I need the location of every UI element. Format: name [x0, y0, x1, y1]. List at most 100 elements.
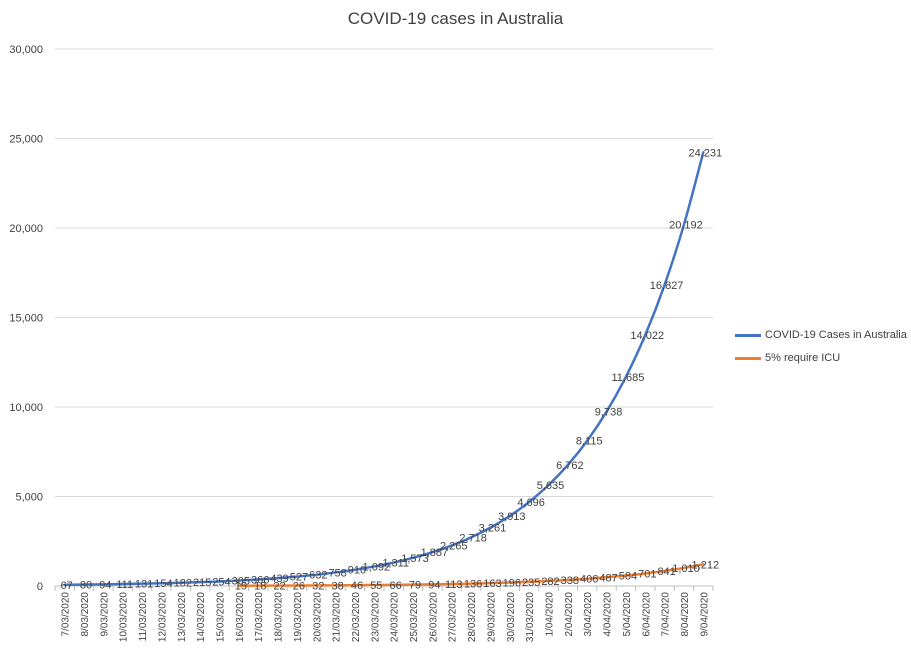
data-label-icu: 55	[370, 580, 382, 592]
data-label-icu: 66	[390, 580, 402, 592]
data-label-cases: 3,913	[498, 511, 526, 523]
data-label-icu: 196	[503, 577, 521, 589]
series-line-icu	[237, 563, 705, 587]
x-tick-label: 14/03/2020	[196, 592, 207, 642]
y-tick-label: 30,000	[9, 44, 43, 56]
data-label-icu: 136	[464, 579, 482, 591]
data-label-cases: 910	[348, 565, 366, 577]
data-label-icu: 584	[619, 571, 637, 583]
data-label-cases: 6,762	[556, 460, 584, 472]
x-tick-label: 6/04/2020	[641, 592, 652, 637]
data-label-icu: 487	[599, 572, 617, 584]
x-tick-label: 24/03/2020	[390, 592, 401, 642]
x-tick-label: 12/03/2020	[157, 592, 168, 642]
data-label-cases: 8,115	[576, 436, 603, 448]
data-label-icu: 1,212	[692, 559, 720, 571]
data-label-cases: 67	[61, 580, 73, 592]
data-label-icu: 338	[561, 575, 579, 587]
data-label-cases: 632	[309, 570, 327, 582]
data-label-icu: 113	[445, 579, 463, 591]
data-label-cases: 3,261	[479, 523, 507, 535]
data-label-icu: 282	[541, 576, 559, 588]
data-label-icu: 18	[254, 581, 266, 593]
x-tick-label: 7/03/2020	[61, 592, 72, 637]
data-label-icu: 22	[273, 581, 285, 593]
x-tick-label: 17/03/2020	[254, 592, 265, 642]
data-label-cases: 1,311	[382, 558, 409, 570]
legend-swatch-icu	[735, 356, 761, 360]
data-label-icu: 235	[522, 577, 540, 589]
x-tick-label: 22/03/2020	[351, 592, 362, 642]
chart-title: COVID-19 cases in Australia	[347, 9, 564, 28]
data-label-cases: 14,022	[630, 330, 664, 342]
legend-entry-cases: COVID-19 Cases in Australia	[735, 329, 907, 341]
x-tick-label: 7/04/2020	[661, 592, 672, 637]
x-tick-label: 21/03/2020	[332, 592, 343, 642]
x-tick-label: 23/03/2020	[370, 592, 381, 642]
x-tick-label: 16/03/2020	[235, 592, 246, 642]
legend-swatch-cases	[735, 333, 761, 337]
x-tick-label: 28/03/2020	[467, 592, 478, 642]
y-tick-label: 10,000	[9, 402, 43, 414]
data-label-icu: 1,010	[672, 563, 700, 575]
data-label-cases: 9,738	[595, 407, 623, 419]
legend-entry-icu: 5% require ICU	[735, 352, 840, 364]
data-label-cases: 24,231	[688, 147, 722, 159]
data-label-cases: 131	[135, 579, 153, 591]
x-tick-label: 31/03/2020	[525, 592, 536, 642]
x-tick-label: 8/04/2020	[680, 592, 691, 637]
x-tick-label: 18/03/2020	[274, 592, 285, 642]
y-tick-label: 20,000	[9, 223, 43, 235]
x-tick-label: 1/04/2020	[545, 592, 556, 637]
x-tick-label: 10/03/2020	[119, 592, 130, 642]
x-tick-label: 8/03/2020	[80, 592, 91, 637]
data-label-cases: 182	[174, 578, 192, 590]
x-tick-label: 3/04/2020	[583, 592, 594, 637]
data-label-cases: 527	[290, 572, 308, 584]
series-line-cases	[63, 151, 705, 587]
x-tick-label: 11/03/2020	[138, 592, 149, 642]
x-tick-label: 9/03/2020	[99, 592, 110, 637]
x-tick-label: 2/04/2020	[564, 592, 575, 637]
data-label-cases: 215	[193, 577, 211, 589]
data-label-cases: 154	[154, 578, 172, 590]
x-tick-label: 13/03/2020	[177, 592, 188, 642]
data-label-icu: 94	[428, 579, 440, 591]
x-tick-label: 9/04/2020	[699, 592, 710, 637]
data-label-icu: 38	[331, 580, 343, 592]
data-label-icu: 15	[235, 581, 247, 593]
x-tick-label: 19/03/2020	[293, 592, 304, 642]
data-label-cases: 11,685	[611, 372, 644, 384]
x-tick-label: 26/03/2020	[428, 592, 439, 642]
data-label-cases: 111	[116, 579, 133, 591]
x-tick-label: 30/03/2020	[506, 592, 517, 642]
data-label-cases: 16,827	[650, 280, 684, 292]
x-tick-label: 29/03/2020	[486, 592, 497, 642]
data-label-cases: 1,092	[363, 561, 391, 573]
y-tick-label: 15,000	[9, 313, 43, 325]
data-label-icu: 841	[657, 566, 675, 578]
y-tick-label: 25,000	[9, 134, 43, 146]
data-label-cases: 366	[251, 574, 269, 586]
data-label-cases: 2,718	[459, 532, 487, 544]
data-label-icu: 26	[293, 581, 305, 593]
y-tick-label: 0	[37, 581, 43, 593]
y-tick-label: 5,000	[15, 492, 43, 504]
x-tick-label: 15/03/2020	[216, 592, 227, 642]
data-label-cases: 254	[212, 576, 230, 588]
data-label-icu: 32	[312, 580, 324, 592]
data-label-cases: 80	[80, 580, 92, 592]
data-label-cases: 758	[328, 567, 346, 579]
data-label-cases: 20,192	[669, 220, 703, 232]
data-label-cases: 1,573	[401, 553, 429, 565]
x-tick-label: 25/03/2020	[409, 592, 420, 642]
legend-label-icu: 5% require ICU	[765, 352, 841, 364]
data-label-icu: 79	[409, 580, 421, 592]
x-tick-label: 20/03/2020	[312, 592, 323, 642]
data-label-icu: 46	[351, 580, 363, 592]
data-label-cases: 439	[270, 573, 288, 585]
data-label-icu: 701	[638, 568, 656, 580]
data-label-cases: 5,635	[537, 480, 565, 492]
x-tick-label: 27/03/2020	[448, 592, 459, 642]
